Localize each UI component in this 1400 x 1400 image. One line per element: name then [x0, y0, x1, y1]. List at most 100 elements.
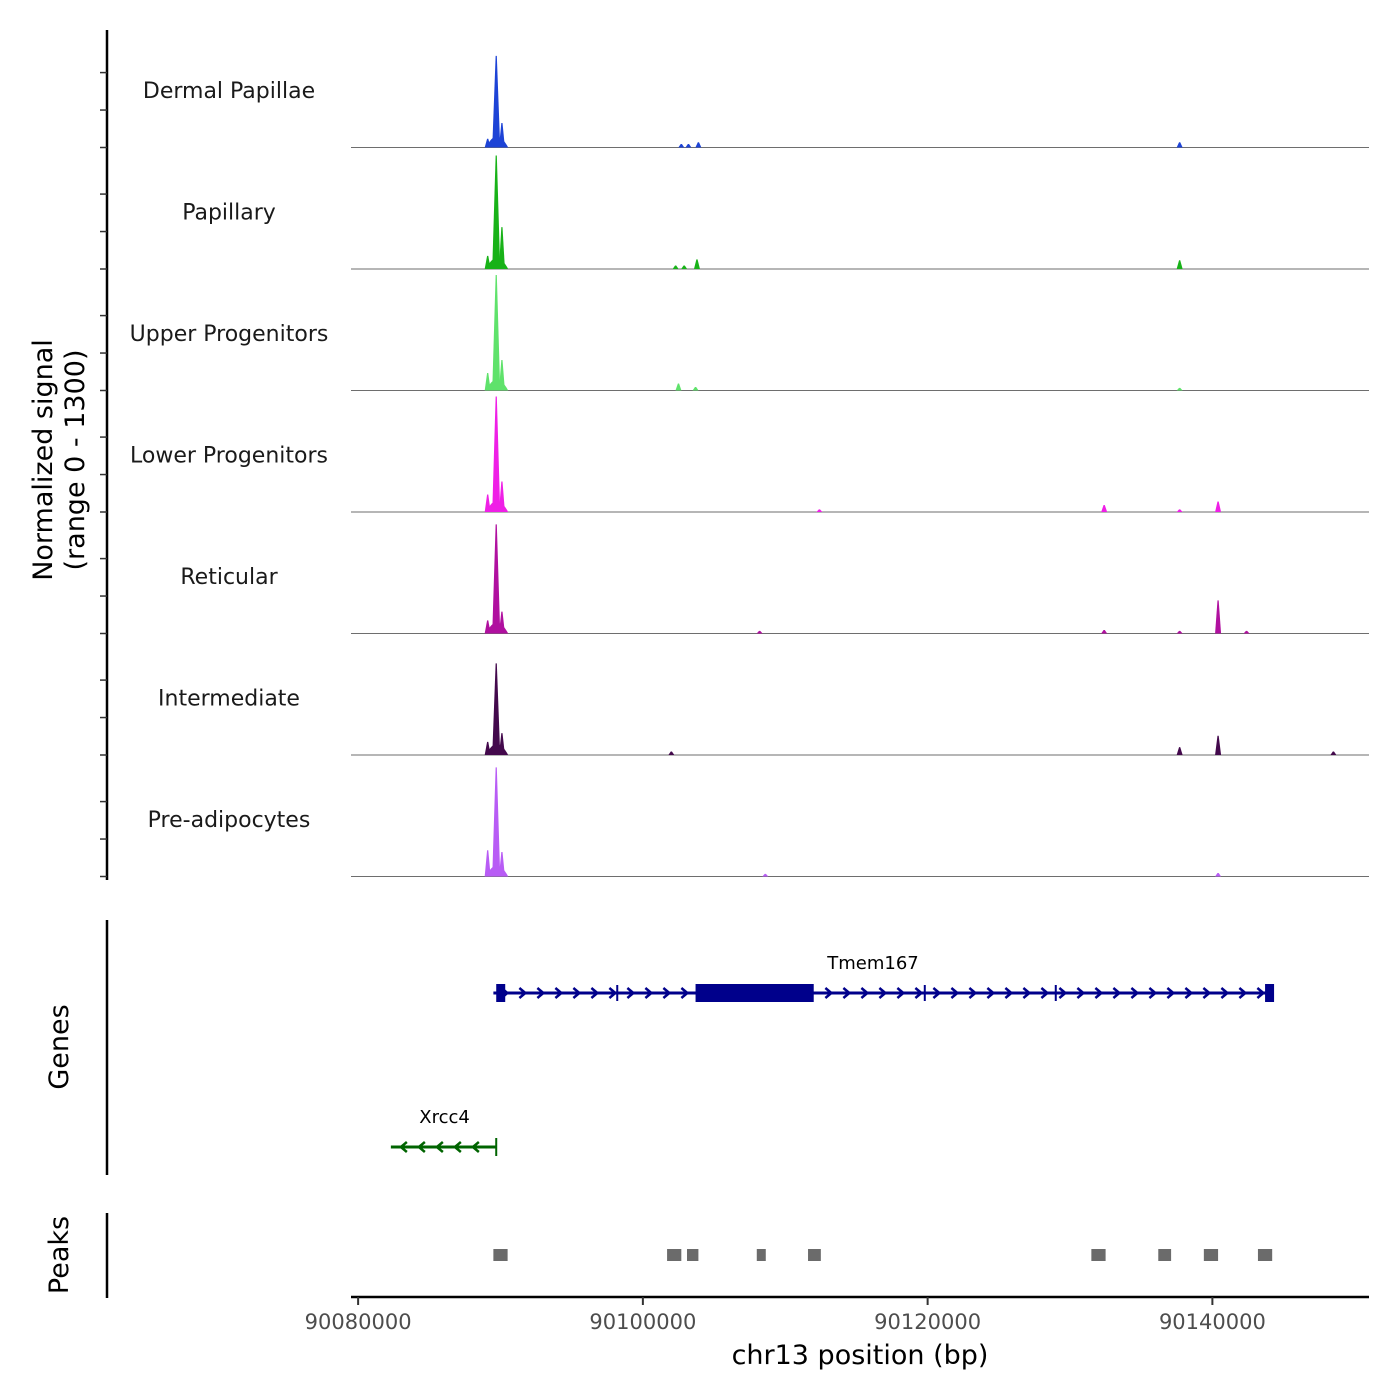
- track-label: Papillary: [182, 201, 276, 226]
- peak-region: [1158, 1249, 1172, 1261]
- signal-peak: [1215, 501, 1222, 512]
- strand-arrow: [1022, 987, 1032, 999]
- signal-peak: [668, 751, 675, 755]
- strand-arrow: [986, 987, 996, 999]
- track-papillary: Papillary: [182, 155, 1369, 270]
- signal-peak: [693, 259, 700, 269]
- track-label: Pre-adipocytes: [148, 808, 311, 833]
- track-intermediate: Intermediate: [158, 663, 1369, 756]
- signal-peak: [1243, 630, 1250, 634]
- gene-xrcc4: Xrcc4: [390, 1107, 498, 1156]
- signal-peak: [816, 509, 823, 512]
- signal-peak: [692, 387, 699, 391]
- signal-peak: [675, 383, 682, 391]
- signal-peak: [1330, 751, 1337, 755]
- signal-shoulder: [486, 379, 509, 391]
- peak-region: [756, 1249, 766, 1261]
- x-tick-label: 90120000: [874, 1310, 981, 1334]
- signal-peak: [492, 663, 501, 755]
- signal-peak: [492, 524, 501, 634]
- signal-peak: [1176, 260, 1183, 269]
- strand-arrow: [608, 987, 618, 999]
- track-upper-progenitors: Upper Progenitors: [130, 275, 1369, 391]
- peak-region: [808, 1249, 821, 1261]
- signal-peak: [1215, 600, 1222, 634]
- signal-peak: [1176, 387, 1183, 391]
- peak-region: [667, 1249, 682, 1261]
- strand-arrow: [1166, 987, 1176, 999]
- track-label: Reticular: [180, 565, 278, 590]
- strand-arrow: [878, 987, 888, 999]
- coverage-tracks: Dermal Papillae Papillary Upper Progenitor…: [130, 55, 1369, 877]
- strand-arrow: [470, 1141, 480, 1153]
- strand-arrow: [644, 987, 654, 999]
- peak-region: [1203, 1249, 1219, 1261]
- strand-arrow: [968, 987, 978, 999]
- x-tick-label: 90100000: [589, 1310, 696, 1334]
- track-label: Upper Progenitors: [130, 322, 329, 347]
- exon: [695, 984, 814, 1002]
- strand-arrow: [536, 987, 546, 999]
- strand-arrow: [572, 987, 582, 999]
- y-axis-title-line-1: Normalized signal: [28, 339, 59, 581]
- strand-arrow: [680, 987, 690, 999]
- signal-peak: [756, 630, 763, 634]
- strand-arrow: [398, 1141, 408, 1153]
- strand-arrow: [842, 987, 852, 999]
- signal-peak: [484, 850, 491, 877]
- signal-peak: [1176, 747, 1183, 755]
- strand-arrow: [1148, 987, 1158, 999]
- peaks-track: [493, 1249, 1273, 1261]
- strand-arrow: [1220, 987, 1230, 999]
- strand-arrow: [1184, 987, 1194, 999]
- signal-shoulder: [486, 865, 509, 877]
- strand-arrow: [452, 1141, 462, 1153]
- signal-peak: [492, 275, 501, 391]
- peak-region: [687, 1249, 699, 1261]
- exon: [496, 984, 506, 1002]
- peaks-panel-title: Peaks: [44, 1216, 75, 1294]
- strand-arrow: [914, 987, 924, 999]
- signal-peak: [1176, 142, 1183, 148]
- strand-arrow: [1256, 987, 1266, 999]
- gene-tmem167: Tmem167: [493, 953, 1275, 1002]
- track-pre-adipocytes: Pre-adipocytes: [148, 767, 1369, 877]
- track-label: Dermal Papillae: [143, 79, 315, 104]
- strand-arrow: [932, 987, 942, 999]
- strand-arrow: [518, 987, 528, 999]
- x-tick-label: 90080000: [305, 1310, 412, 1334]
- signal-shoulder: [486, 136, 509, 148]
- signal-peak: [492, 396, 501, 512]
- x-axis-title: chr13 position (bp): [732, 1340, 989, 1371]
- strand-arrow: [1076, 987, 1086, 999]
- strand-arrow: [1004, 987, 1014, 999]
- strand-arrow: [1058, 987, 1068, 999]
- peak-region: [1257, 1249, 1273, 1261]
- signal-peak: [1215, 735, 1222, 755]
- signal-peak: [1176, 509, 1183, 512]
- signal-peak: [492, 767, 501, 877]
- strand-arrow: [896, 987, 906, 999]
- track-label: Intermediate: [158, 687, 300, 712]
- y-axis-ticks: [100, 71, 107, 878]
- signal-peak: [498, 227, 505, 269]
- signal-shoulder: [486, 501, 509, 512]
- y-axis-title: Normalized signal (range 0 - 1300): [28, 339, 91, 581]
- signal-shoulder: [486, 744, 509, 755]
- strand-arrow: [434, 1141, 444, 1153]
- strand-arrow: [1112, 987, 1122, 999]
- track-label: Lower Progenitors: [130, 444, 328, 469]
- strand-arrow: [1238, 987, 1248, 999]
- strand-arrow: [554, 987, 564, 999]
- signal-peak: [678, 144, 685, 148]
- x-axis-ticks: 90080000 90100000 90120000 90140000: [305, 1297, 1266, 1334]
- strand-arrow: [1040, 987, 1050, 999]
- strand-arrow: [662, 987, 672, 999]
- strand-arrow: [860, 987, 870, 999]
- y-axis-title-line-2: (range 0 - 1300): [60, 350, 91, 571]
- gene-label: Tmem167: [826, 953, 919, 974]
- strand-arrow: [416, 1141, 426, 1153]
- track-lower-progenitors: Lower Progenitors: [130, 396, 1369, 513]
- strand-arrow: [1202, 987, 1212, 999]
- signal-peak: [681, 265, 688, 269]
